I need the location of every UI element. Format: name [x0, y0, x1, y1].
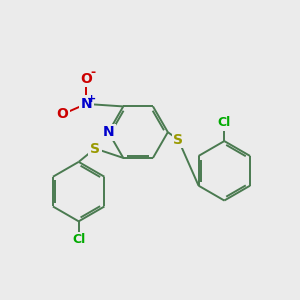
Text: +: + — [87, 94, 96, 103]
Text: N: N — [103, 125, 114, 139]
Text: -: - — [90, 66, 95, 79]
Text: O: O — [56, 107, 68, 121]
Text: Cl: Cl — [72, 233, 85, 246]
Text: S: S — [173, 133, 183, 147]
Text: N: N — [80, 97, 92, 111]
Text: O: O — [80, 72, 92, 86]
Text: S: S — [90, 142, 100, 155]
Text: Cl: Cl — [218, 116, 231, 129]
